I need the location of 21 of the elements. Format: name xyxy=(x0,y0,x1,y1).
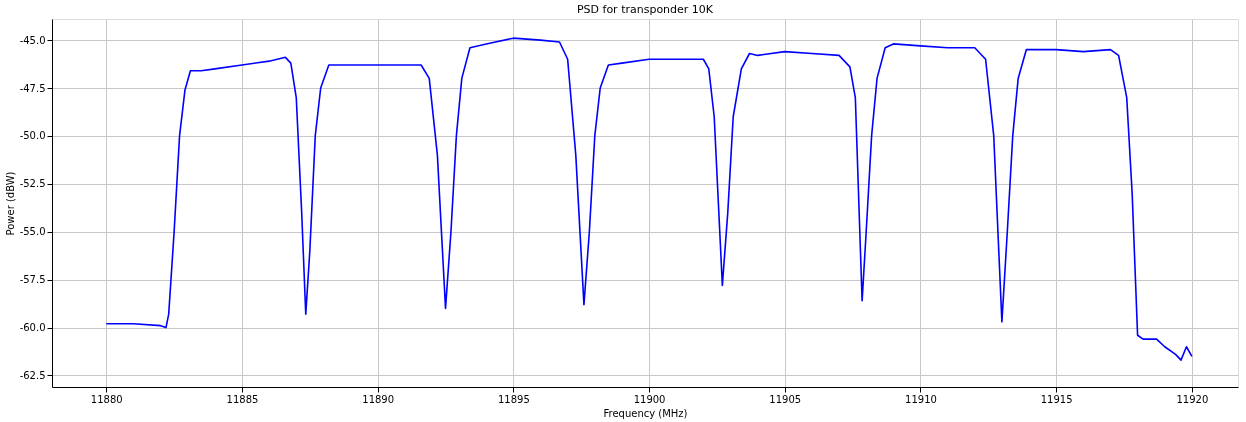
x-axis-title: Frequency (MHz) xyxy=(603,407,688,419)
x-tick-label: 11910 xyxy=(905,393,937,405)
x-tick-label: 11900 xyxy=(633,393,666,405)
y-tick-label: -52.5 xyxy=(19,178,46,190)
y-tick-label: -55.0 xyxy=(19,226,46,238)
x-tick-label: 11890 xyxy=(362,393,395,405)
y-axis-title: Power (dBW) xyxy=(4,171,16,236)
x-tick-label: 11885 xyxy=(226,393,259,405)
y-tick-label: -62.5 xyxy=(19,370,46,381)
line-series xyxy=(105,37,1193,361)
x-tick-label: 11920 xyxy=(1176,393,1209,405)
x-tick-label: 11905 xyxy=(769,393,802,405)
x-tick-label: 11915 xyxy=(1040,393,1073,405)
y-tick-label: -47.5 xyxy=(19,82,46,94)
x-tick-label: 11880 xyxy=(90,393,123,405)
y-tick-label: -60.0 xyxy=(19,322,46,334)
y-tick-label: -50.0 xyxy=(19,130,46,142)
y-tick-label: -45.0 xyxy=(19,34,46,46)
chart-title: PSD for transponder 10K xyxy=(576,3,714,16)
y-tick-label: -57.5 xyxy=(19,274,46,286)
x-tick-label: 11895 xyxy=(497,393,530,405)
